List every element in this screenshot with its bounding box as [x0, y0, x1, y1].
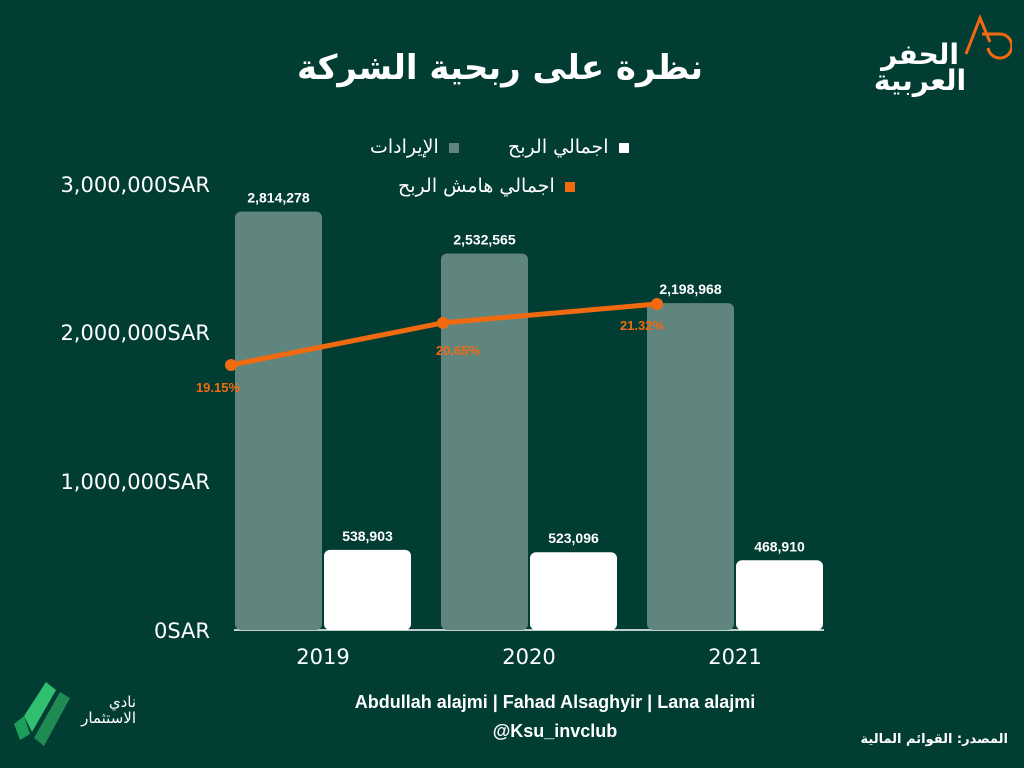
legend-label-margin: اجمالي هامش الربح: [398, 175, 555, 197]
legend-label-gross-profit: اجمالي الربح: [508, 136, 609, 158]
brand-name: الحفر العربية: [870, 38, 970, 97]
brand-mark-icon: [964, 13, 1012, 60]
club-logo: نادي الاستثمار: [10, 676, 150, 756]
legend-swatch-margin: [564, 181, 575, 192]
club-name-line1: نادي: [108, 693, 136, 711]
brand-name-line2: العربية: [873, 64, 967, 97]
revenue-value-label: 2,198,968: [659, 281, 721, 297]
margin-point: [651, 298, 663, 310]
source-note: المصدر: القوائم المالية: [860, 732, 1009, 747]
y-tick-label: 2,000,000SAR: [60, 321, 210, 345]
legend-item-gross-profit: اجمالي الربح: [508, 136, 629, 158]
y-tick-label: 1,000,000SAR: [60, 470, 210, 494]
x-tick-label: 2019: [296, 645, 349, 669]
revenue-bar: [235, 211, 322, 631]
revenue-bar: [441, 253, 528, 630]
club-name-line2: الاستثمار: [81, 709, 136, 727]
brand-name-line1: الحفر: [881, 38, 959, 71]
margin-point: [437, 316, 449, 329]
gross-profit-bar: [324, 549, 411, 630]
legend-item-margin: اجمالي هامش الربح: [398, 175, 575, 197]
legend-label-revenue: الإيرادات: [370, 136, 439, 158]
club-name: نادي الاستثمار: [76, 694, 136, 726]
legend-swatch-gross-profit: [618, 142, 629, 153]
x-tick-label: 2021: [708, 645, 761, 669]
club-mark-icon: [14, 682, 70, 746]
page-title: نظرة على ربحية الشركة: [296, 48, 704, 88]
legend-swatch-revenue: [448, 142, 459, 153]
gross-profit-value-label: 468,910: [754, 538, 805, 554]
gross-profit-bar: [530, 552, 617, 630]
y-tick-label: 3,000,000SAR: [60, 173, 210, 197]
revenue-value-label: 2,814,278: [247, 190, 309, 206]
margin-point: [225, 359, 237, 371]
gross-profit-value-label: 538,903: [342, 528, 393, 544]
gross-profit-value-label: 523,096: [548, 530, 599, 546]
legend-item-revenue: الإيرادات: [370, 136, 459, 158]
revenue-value-label: 2,532,565: [453, 231, 515, 247]
club-handle: @Ksu_invclub: [492, 721, 618, 741]
x-tick-label: 2020: [502, 645, 555, 669]
margin-value-label: 21.32%: [620, 318, 665, 333]
gross-profit-bar: [736, 560, 823, 630]
y-tick-label: 0SAR: [153, 619, 210, 643]
brand-logo: الحفر العربية: [870, 13, 1012, 100]
authors-credit: Abdullah alajmi | Fahad Alsaghyir | Lana…: [354, 692, 756, 712]
revenue-bar: [647, 303, 734, 630]
margin-value-label: 20.65%: [436, 343, 481, 358]
margin-value-label: 19.15%: [196, 380, 241, 395]
